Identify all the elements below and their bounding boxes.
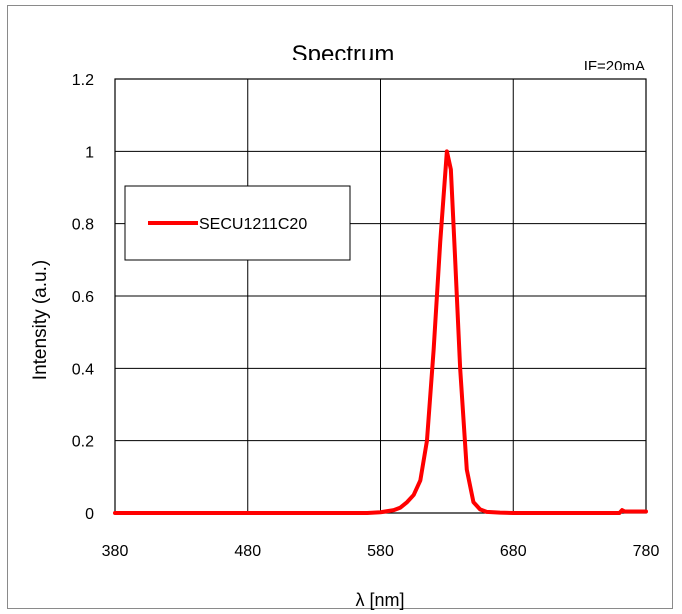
legend: SECU1211C20 [124,185,351,261]
x-tick-label: 480 [234,543,261,560]
y-tick-label: 0 [85,506,94,523]
x-tick-label: 380 [102,543,129,560]
y-tick-label: 0.8 [72,217,94,234]
series-layer [113,149,648,515]
x-tick-label: 580 [367,543,394,560]
x-axis-label: λ [nm] [355,590,404,610]
y-tick-labels: 0 0.2 0.4 0.6 0.8 1 1.2 [72,72,94,523]
annotation-mask [545,70,649,78]
legend-label: SECU1211C20 [199,216,307,233]
y-tick-label: 0.2 [72,434,94,451]
y-tick-label: 0.6 [72,289,94,306]
title-mask [230,60,460,76]
y-tick-label: 0.4 [72,361,94,378]
x-tick-label: 780 [633,543,660,560]
x-tick-label: 680 [500,543,527,560]
y-tick-label: 1.2 [72,72,94,89]
series-line-secu1211c20 [113,149,648,515]
x-tick-labels: 380 480 580 680 780 [102,543,660,560]
y-axis-label: Intensity (a.u.) [30,260,51,380]
y-tick-label: 1 [85,144,94,161]
